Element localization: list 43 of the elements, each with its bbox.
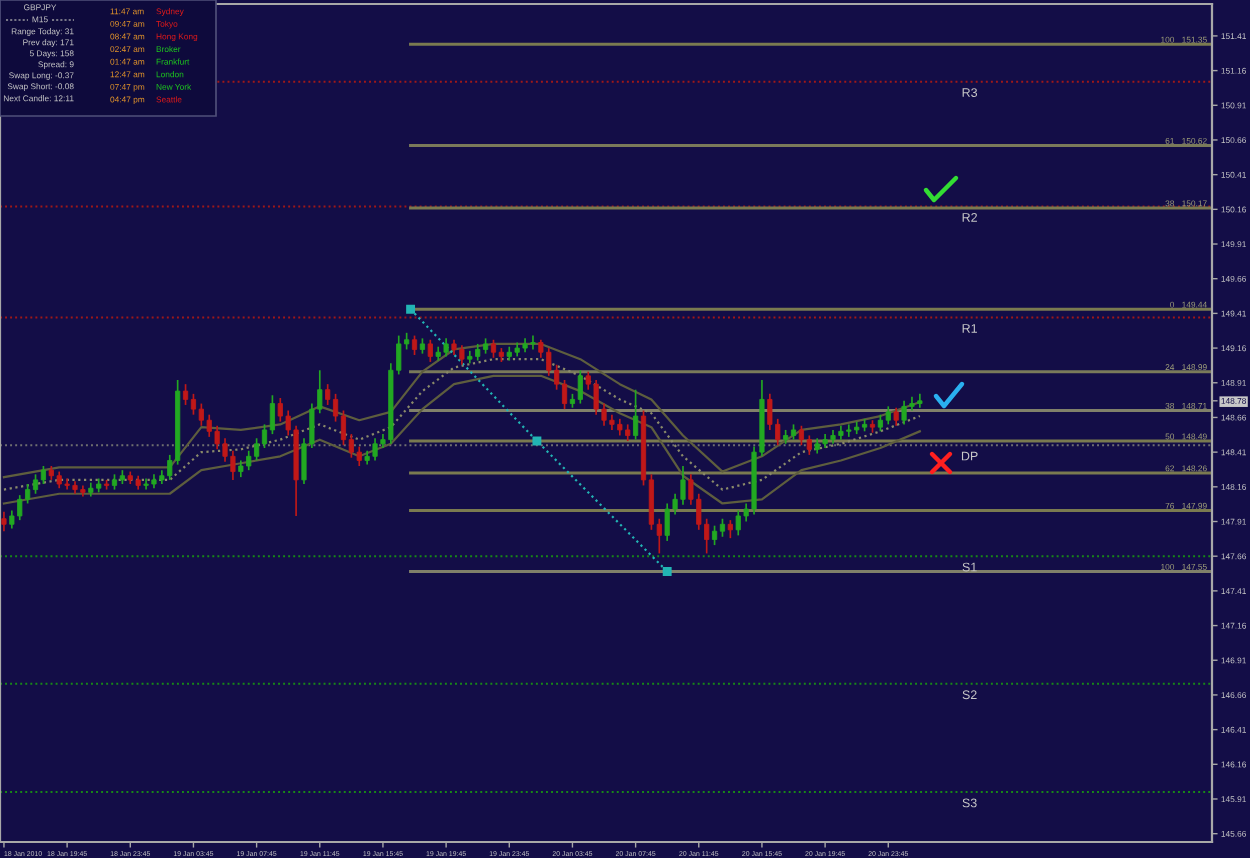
candlestick — [230, 449, 236, 481]
candlestick — [846, 423, 852, 438]
candlestick — [719, 517, 726, 538]
candlestick — [40, 465, 47, 485]
line-series — [2, 342, 921, 479]
candlestick — [198, 402, 204, 427]
candlestick — [680, 465, 686, 506]
candlestick — [372, 437, 378, 462]
candlestick — [32, 473, 39, 495]
candlestick — [577, 369, 583, 405]
candlestick — [356, 445, 362, 467]
candlestick — [546, 347, 552, 377]
candlestick — [206, 413, 212, 438]
candlestick — [798, 424, 805, 447]
candlestick — [246, 449, 252, 472]
candlestick — [459, 344, 465, 366]
candlestick — [214, 424, 220, 451]
candlestick — [735, 509, 741, 537]
candlestick — [885, 405, 891, 426]
candlestick — [893, 406, 899, 427]
candlestick — [254, 437, 260, 462]
point — [406, 304, 416, 314]
point — [532, 436, 542, 446]
candlestick — [490, 338, 497, 359]
candlestick — [190, 393, 197, 416]
candlestick — [711, 524, 718, 546]
candlestick — [727, 519, 733, 539]
candlestick — [64, 477, 70, 491]
candlestick — [664, 502, 670, 542]
candlestick — [277, 397, 283, 423]
candlestick — [633, 388, 639, 441]
candlestick — [1, 510, 7, 533]
candlestick — [427, 338, 433, 363]
candlestick — [901, 399, 907, 426]
point — [662, 567, 672, 576]
candlestick — [806, 434, 812, 456]
candlestick — [17, 494, 23, 521]
line-series — [2, 374, 921, 505]
candlestick — [593, 379, 599, 416]
candlestick — [411, 334, 418, 356]
candlestick — [443, 337, 449, 358]
candlestick — [143, 477, 149, 491]
candlestick — [182, 383, 189, 406]
